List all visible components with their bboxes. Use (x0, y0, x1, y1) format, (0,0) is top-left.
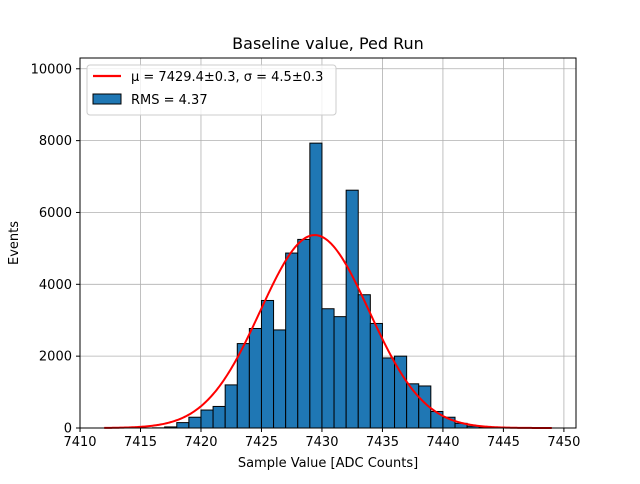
y-tick-label: 10000 (31, 62, 72, 77)
x-tick-label: 7445 (487, 435, 520, 450)
histogram-bar (358, 295, 370, 428)
histogram-bar (189, 417, 201, 428)
x-tick-label: 7440 (426, 435, 459, 450)
histogram-bar (310, 143, 322, 428)
x-tick-label: 7420 (184, 435, 217, 450)
histogram-bar (177, 423, 189, 428)
x-tick-label: 7410 (63, 435, 96, 450)
y-tick-label: 2000 (39, 350, 72, 365)
legend-hist-swatch (93, 94, 121, 104)
x-tick-label: 7430 (305, 435, 338, 450)
histogram-bar (286, 253, 298, 428)
histogram-bar (201, 410, 213, 428)
histogram-bar (346, 190, 358, 428)
y-tick-label: 4000 (39, 278, 72, 293)
histogram-bar (249, 328, 261, 428)
histogram-bar (370, 323, 382, 428)
x-tick-label: 7450 (547, 435, 580, 450)
histogram-bar (261, 300, 273, 428)
y-tick-label: 8000 (39, 134, 72, 149)
histogram-bar (382, 358, 394, 428)
x-tick-label: 7435 (366, 435, 399, 450)
histogram-bar (298, 239, 310, 428)
legend-hist-label: RMS = 4.37 (131, 93, 208, 108)
y-tick-label: 0 (64, 422, 72, 437)
histogram-bar (225, 385, 237, 428)
x-tick-label: 7415 (124, 435, 157, 450)
histogram-bar (274, 330, 286, 428)
legend-fit-label: μ = 7429.4±0.3, σ = 4.5±0.3 (131, 70, 323, 85)
y-tick-label: 6000 (39, 206, 72, 221)
x-tick-label: 7425 (245, 435, 278, 450)
x-axis-label: Sample Value [ADC Counts] (238, 456, 418, 471)
chart-title: Baseline value, Ped Run (232, 34, 424, 53)
y-axis-label: Events (7, 221, 22, 265)
legend: μ = 7429.4±0.3, σ = 4.5±0.3 RMS = 4.37 (87, 65, 336, 115)
histogram-bar (322, 309, 334, 428)
histogram-bar (334, 317, 346, 428)
histogram-bar (213, 406, 225, 428)
